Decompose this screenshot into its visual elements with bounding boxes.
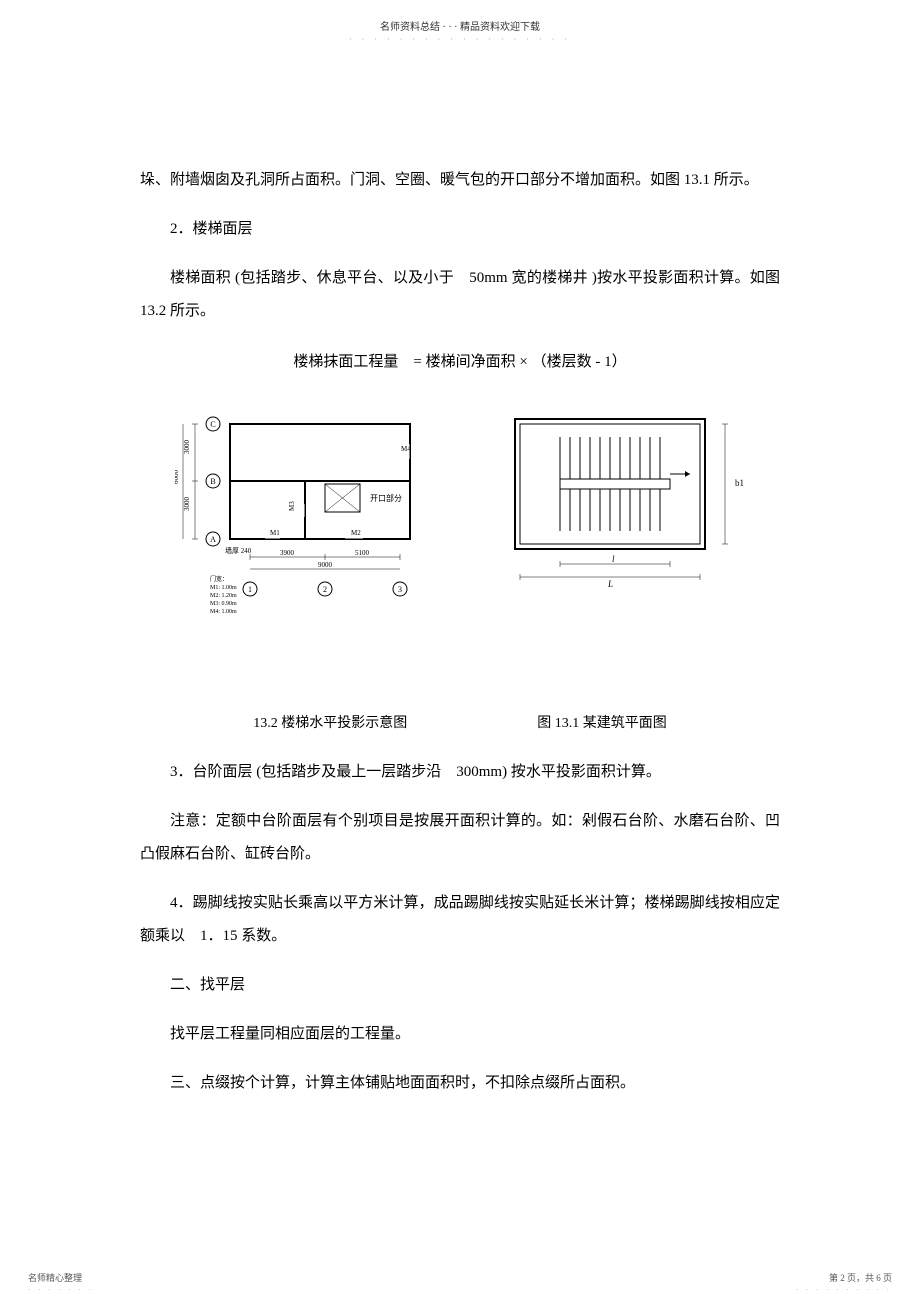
caption-left: 13.2 楼梯水平投影示意图 — [253, 709, 407, 740]
svg-text:M4: 1.00m: M4: 1.00m — [210, 609, 237, 615]
svg-text:L: L — [607, 579, 613, 589]
paragraph-3: 楼梯面积 (包括踏步、休息平台、以及小于 50mm 宽的楼梯井 )按水平投影面积… — [140, 262, 780, 328]
stair-plan-figure: b1 l L — [495, 409, 745, 589]
paragraph-2: 2．楼梯面层 — [140, 213, 780, 246]
formula: 楼梯抹面工程量 = 楼梯间净面积 × （楼层数 - 1） — [140, 346, 780, 379]
main-content: 垛、附墙烟囱及孔洞所占面积。门洞、空圈、暖气包的开口部分不增加面积。如图 13.… — [0, 44, 920, 1100]
svg-text:1: 1 — [248, 585, 252, 594]
svg-text:b1: b1 — [735, 478, 744, 488]
paragraph-4: 3．台阶面层 (包括踏步及最上一层踏步沿 300mm) 按水平投影面积计算。 — [140, 756, 780, 789]
paragraph-9: 三、点缀按个计算，计算主体铺贴地面面积时，不扣除点缀所占面积。 — [140, 1067, 780, 1100]
figure-left-box: C B A 1 2 3 — [175, 409, 435, 619]
svg-text:门宽：: 门宽： — [210, 575, 228, 583]
svg-text:M3: M3 — [288, 501, 296, 511]
svg-text:B: B — [210, 477, 215, 486]
header-dots: · · · · · · · · · · · · · · · · · · — [0, 35, 920, 44]
footer-left: 名师精心整理 — [28, 1271, 82, 1284]
paragraph-5: 注意：定额中台阶面层有个别项目是按展开面积计算的。如：剁假石台阶、水磨石台阶、凹… — [140, 805, 780, 871]
header-title: 名师资料总结 · · · 精品资料欢迎下载 — [380, 22, 540, 33]
paragraph-6: 4．踢脚线按实贴长乘高以平方米计算，成品踢脚线按实贴延长米计算；楼梯踢脚线按相应… — [140, 887, 780, 953]
page-header: 名师资料总结 · · · 精品资料欢迎下载 — [0, 0, 920, 33]
paragraph-7: 二、找平层 — [140, 969, 780, 1002]
svg-text:A: A — [210, 535, 216, 544]
svg-text:M1: 1.00m: M1: 1.00m — [210, 585, 237, 591]
svg-text:l: l — [612, 554, 615, 564]
svg-text:3000: 3000 — [183, 440, 191, 455]
svg-text:墙厚 240: 墙厚 240 — [225, 546, 252, 555]
footer-right: 第 2 页，共 6 页 — [829, 1271, 892, 1284]
svg-text:3: 3 — [398, 585, 402, 594]
svg-text:开口部分: 开口部分 — [370, 493, 402, 503]
svg-text:M3: 0.90m: M3: 0.90m — [210, 601, 237, 607]
svg-text:5100: 5100 — [355, 549, 370, 557]
figure-right-box: b1 l L — [495, 409, 745, 619]
svg-text:3000: 3000 — [183, 497, 191, 512]
svg-text:M2: 1.20m: M2: 1.20m — [210, 593, 237, 599]
figures-row: C B A 1 2 3 — [140, 409, 780, 619]
svg-text:2: 2 — [323, 585, 327, 594]
svg-text:9000: 9000 — [318, 561, 333, 569]
svg-text:M4: M4 — [401, 445, 411, 453]
footer-right-dots: · · · · · · · · · · — [796, 1286, 892, 1294]
svg-text:M1: M1 — [270, 529, 280, 537]
figure-captions: 13.2 楼梯水平投影示意图 图 13.1 某建筑平面图 — [140, 709, 780, 740]
svg-text:C: C — [210, 420, 215, 429]
paragraph-8: 找平层工程量同相应面层的工程量。 — [140, 1018, 780, 1051]
paragraph-1: 垛、附墙烟囱及孔洞所占面积。门洞、空圈、暖气包的开口部分不增加面积。如图 13.… — [140, 164, 780, 197]
svg-text:6000: 6000 — [175, 470, 180, 485]
floor-plan-figure: C B A 1 2 3 — [175, 409, 435, 619]
caption-right: 图 13.1 某建筑平面图 — [537, 709, 667, 740]
footer-left-dots: · · · · · · · — [28, 1286, 94, 1294]
svg-text:M2: M2 — [351, 529, 361, 537]
svg-text:3900: 3900 — [280, 549, 295, 557]
